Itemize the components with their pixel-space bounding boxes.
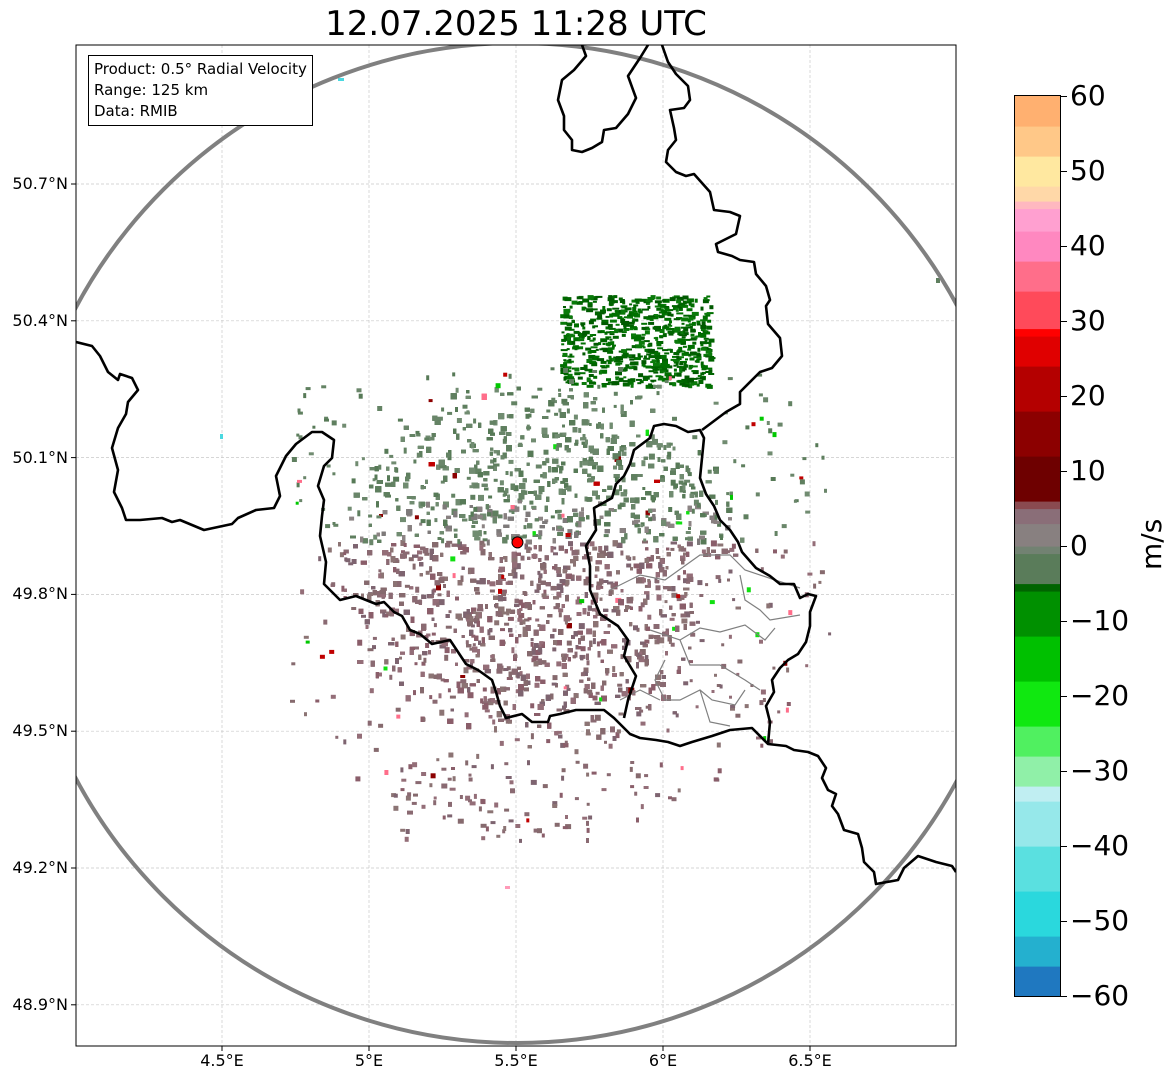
colorbar-tick <box>1061 171 1067 172</box>
border-be-de-east <box>660 45 784 432</box>
colorbar-segment <box>1015 681 1060 727</box>
colorbar-segment <box>1015 261 1060 292</box>
map-title: 12.07.2025 11:28 UTC <box>325 4 707 44</box>
velocity-colorbar <box>1014 95 1061 997</box>
colorbar-tick <box>1061 696 1067 697</box>
colorbar-tick-label: −30 <box>1070 754 1130 787</box>
colorbar-segment <box>1015 328 1060 337</box>
border-fr-be-west <box>76 340 956 886</box>
colorbar-tick <box>1061 321 1067 322</box>
colorbar-segment <box>1015 523 1060 547</box>
colorbar-segment <box>1015 936 1060 967</box>
colorbar-segment <box>1015 366 1060 412</box>
colorbar-segment <box>1015 336 1060 367</box>
info-data: Data: RMIB <box>94 102 178 120</box>
colorbar-segment <box>1015 208 1060 232</box>
lon-tick-label: 6.5°E <box>788 1051 832 1070</box>
colorbar-tick-label: 20 <box>1070 379 1106 412</box>
colorbar-tick <box>1061 471 1067 472</box>
colorbar-segment <box>1015 756 1060 787</box>
colorbar-unit: m/s <box>1135 518 1168 570</box>
colorbar-tick <box>1061 396 1067 397</box>
lat-tick-label: 49.8°N <box>12 584 68 604</box>
info-range: Range: 125 km <box>94 81 209 99</box>
colorbar-segment <box>1015 801 1060 847</box>
lon-tick-label: 5°E <box>354 1051 384 1070</box>
colorbar-tick-label: −40 <box>1070 829 1130 862</box>
colorbar-segment <box>1015 546 1060 555</box>
colorbar-tick-label: 60 <box>1070 79 1106 112</box>
colorbar-tick-label: 30 <box>1070 304 1106 337</box>
lat-tick-label: 50.1°N <box>12 447 68 467</box>
info-product: Product: 0.5° Radial Velocity <box>94 60 307 78</box>
range-ring <box>76 45 956 1045</box>
admin-borders <box>609 554 801 727</box>
colorbar-tick-label: −60 <box>1070 979 1130 1012</box>
colorbar-segment <box>1015 501 1060 510</box>
lon-tick-label: 6°E <box>648 1051 678 1070</box>
lat-tick-label: 50.4°N <box>12 310 68 330</box>
national-borders <box>76 45 956 886</box>
colorbar-segment <box>1015 553 1060 585</box>
colorbar-segment <box>1015 291 1060 330</box>
colorbar-tick-label: 50 <box>1070 154 1106 187</box>
border-nl <box>556 45 650 154</box>
border-lu-west <box>584 422 818 745</box>
colorbar-tick <box>1061 771 1067 772</box>
colorbar-tick-label: 0 <box>1070 529 1088 562</box>
lat-tick-label: 49.5°N <box>12 721 68 741</box>
colorbar-segment <box>1015 156 1060 187</box>
colorbar-tick <box>1061 921 1067 922</box>
colorbar-segment <box>1015 186 1060 202</box>
colorbar-segment <box>1015 508 1060 525</box>
colorbar-segment <box>1015 583 1060 592</box>
colorbar-tick <box>1061 846 1067 847</box>
lat-tick-label: 49.2°N <box>12 858 68 877</box>
axis-ticks <box>71 183 811 1051</box>
colorbar-segment <box>1015 966 1060 996</box>
colorbar-segment <box>1015 456 1060 502</box>
colorbar-tick <box>1061 621 1067 622</box>
colorbar-segment <box>1015 411 1060 457</box>
radar-site-marker <box>511 536 524 549</box>
colorbar-segment <box>1015 726 1060 757</box>
colorbar-tick <box>1061 96 1067 97</box>
colorbar-segment <box>1015 126 1060 157</box>
colorbar-segment <box>1015 96 1060 127</box>
lat-tick-label: 48.9°N <box>12 994 68 1014</box>
colorbar-segment <box>1015 231 1060 262</box>
colorbar-tick-label: −20 <box>1070 679 1130 712</box>
colorbar-segment <box>1015 201 1060 210</box>
colorbar-tick <box>1061 996 1067 997</box>
gridlines <box>76 45 956 1046</box>
colorbar-segment <box>1015 591 1060 637</box>
info-box: Product: 0.5° Radial Velocity Range: 125… <box>88 55 313 126</box>
lon-tick-label: 5.5°E <box>494 1051 538 1070</box>
colorbar-tick-label: 10 <box>1070 454 1106 487</box>
lat-tick-label: 50.7°N <box>12 174 68 193</box>
colorbar-tick-label: −10 <box>1070 604 1130 637</box>
colorbar-tick <box>1061 546 1067 547</box>
lon-tick-label: 4.5°E <box>200 1051 244 1070</box>
colorbar-tick <box>1061 246 1067 247</box>
colorbar-tick-label: −50 <box>1070 904 1130 937</box>
colorbar-segment <box>1015 846 1060 892</box>
colorbar-segment <box>1015 891 1060 937</box>
colorbar-segment <box>1015 636 1060 682</box>
colorbar-tick-label: 40 <box>1070 229 1106 262</box>
colorbar-segment <box>1015 786 1060 802</box>
